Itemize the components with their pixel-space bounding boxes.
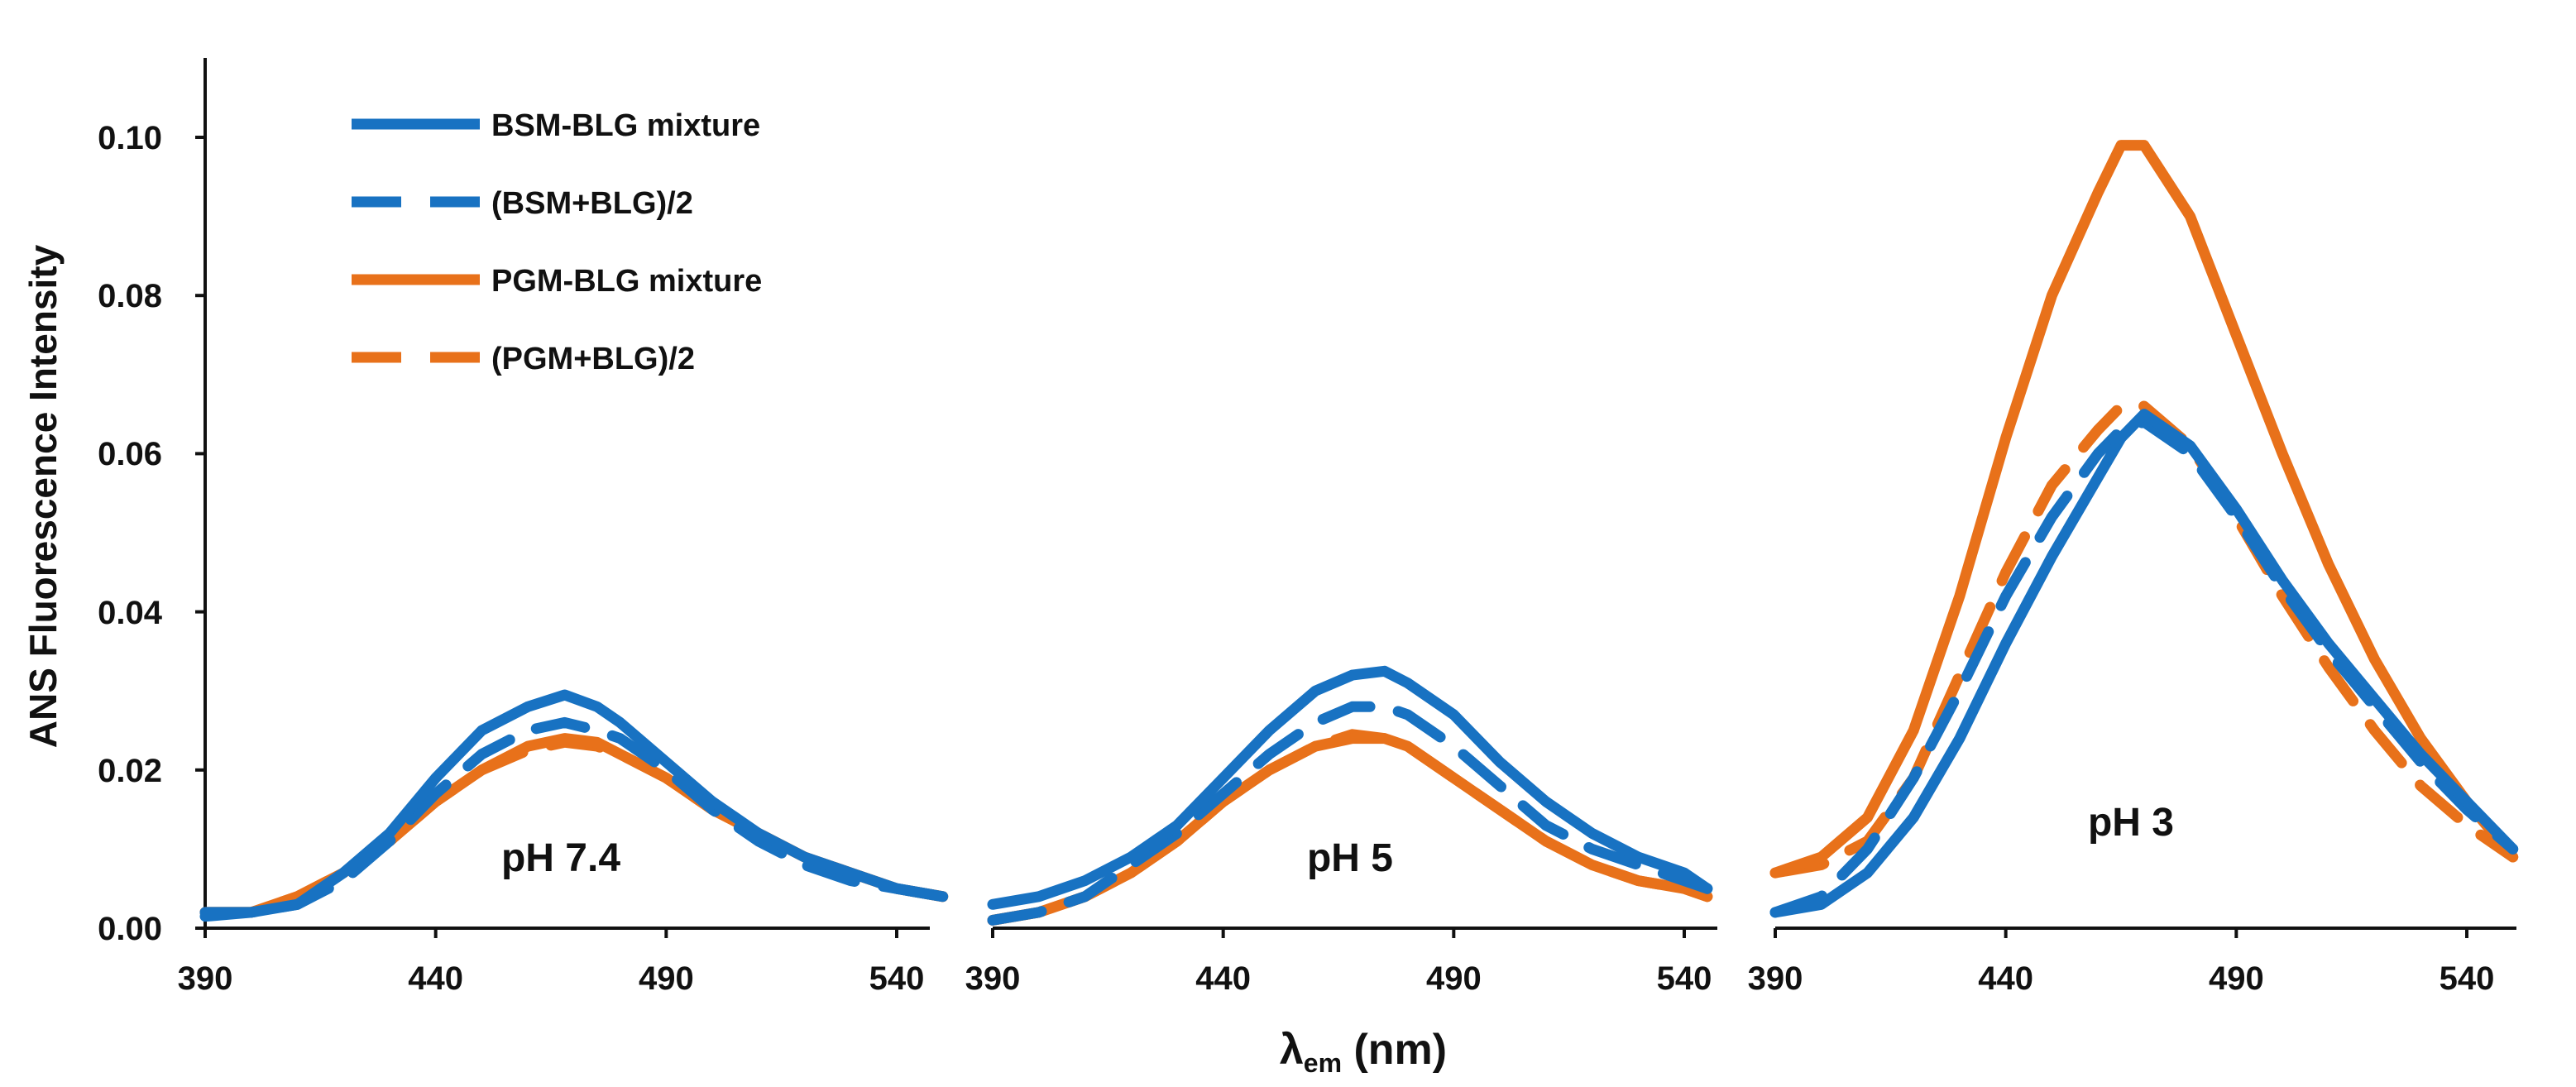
- panel-label: pH 5: [1307, 836, 1393, 880]
- legend-label: BSM-BLG mixture: [491, 108, 760, 143]
- series-line-bsm-blg-mixture: [1769, 409, 2519, 918]
- x-tick-label: 390: [965, 960, 1021, 997]
- legend-label: PGM-BLG mixture: [491, 264, 762, 299]
- x-axis-title-unit: (nm): [1342, 1026, 1447, 1074]
- x-tick-label: 540: [1657, 960, 1712, 997]
- series-line-bsm-blg-2: [987, 701, 1713, 926]
- y-axis-title: ANS Fluorescence Intensity: [22, 244, 65, 748]
- x-axis-title-subscript: em: [1304, 1048, 1342, 1078]
- x-tick-label: 390: [178, 960, 233, 997]
- panel-label: pH 7.4: [501, 836, 620, 880]
- legend-item-pgm-mixture: PGM-BLG mixture: [352, 264, 762, 299]
- x-tick-label: 490: [2209, 960, 2264, 997]
- y-tick-label: 0.06: [98, 436, 162, 472]
- series-line-bsm-blg-2: [199, 716, 949, 922]
- chart-panels: 390 440 490 540 pH 7.4 390 440 490 540 pH 5 390 440…: [178, 140, 2519, 997]
- x-tick-label: 540: [2440, 960, 2495, 997]
- x-tick-label: 540: [869, 960, 925, 997]
- legend-item-bsm-average: (BSM+BLG)/2: [352, 186, 693, 221]
- y-tick-label: 0.00: [98, 911, 162, 947]
- panel-ph-5: 390 440 490 540 pH 5: [965, 665, 1717, 997]
- y-tick-label: 0.08: [98, 278, 162, 314]
- x-tick-label: 390: [1748, 960, 1803, 997]
- y-tick-label: 0.04: [98, 595, 163, 631]
- legend-item-bsm-mixture: BSM-BLG mixture: [352, 108, 760, 143]
- panel-ph-7-4: 390 440 490 540 pH 7.4: [178, 689, 949, 997]
- x-tick-label: 440: [408, 960, 463, 997]
- y-axis: 0.00 0.02 0.04 0.06 0.08 0.10: [98, 58, 207, 947]
- x-tick-label: 440: [1978, 960, 2033, 997]
- series-line-bsm-blg-mixture: [987, 665, 1713, 910]
- legend-label: (PGM+BLG)/2: [491, 342, 695, 376]
- panel-ph-3: 390 440 490 540 pH 3: [1748, 140, 2519, 997]
- series-line-bsm-blg-mixture: [199, 689, 949, 918]
- legend-label: (BSM+BLG)/2: [491, 186, 693, 221]
- y-tick-marks: [195, 136, 205, 930]
- x-tick-label: 490: [1426, 960, 1482, 997]
- legend: BSM-BLG mixture (BSM+BLG)/2 PGM-BLG mixt…: [352, 108, 762, 376]
- series-line-bsm-blg-2: [1769, 416, 2519, 918]
- y-tick-label: 0.10: [98, 120, 162, 156]
- x-tick-label: 490: [639, 960, 694, 997]
- x-axis-title: λem (nm): [1280, 1026, 1447, 1078]
- series-line-pgm-blg-mixture: [1769, 140, 2519, 879]
- y-tick-label: 0.02: [98, 753, 162, 789]
- panel-label: pH 3: [2088, 801, 2174, 845]
- legend-item-pgm-average: (PGM+BLG)/2: [352, 342, 695, 376]
- series-line-pgm-blg-mixture: [987, 733, 1713, 926]
- x-tick-label: 440: [1195, 960, 1251, 997]
- x-axis-title-symbol: λ: [1280, 1026, 1304, 1074]
